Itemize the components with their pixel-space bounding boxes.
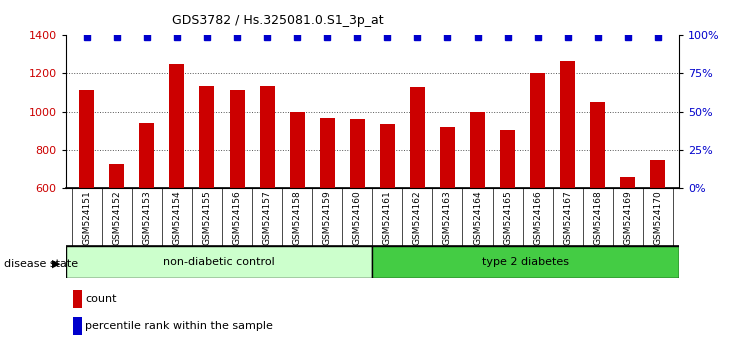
Bar [139, 123, 154, 188]
Bar [530, 73, 545, 188]
Text: GSM524163: GSM524163 [443, 190, 452, 245]
Text: GSM524168: GSM524168 [593, 190, 602, 245]
Text: GSM524155: GSM524155 [202, 190, 212, 245]
Text: percentile rank within the sample: percentile rank within the sample [85, 321, 273, 331]
Text: GSM524165: GSM524165 [503, 190, 512, 245]
Text: GSM524161: GSM524161 [383, 190, 392, 245]
Text: GSM524160: GSM524160 [353, 190, 362, 245]
Bar [169, 64, 185, 188]
Text: GDS3782 / Hs.325081.0.S1_3p_at: GDS3782 / Hs.325081.0.S1_3p_at [172, 14, 383, 27]
Bar [440, 127, 455, 188]
Bar [260, 86, 274, 188]
Bar [500, 130, 515, 188]
Bar [410, 87, 425, 188]
Text: GSM524152: GSM524152 [112, 190, 121, 245]
Bar [80, 90, 94, 188]
Bar [290, 112, 304, 188]
Bar [199, 86, 215, 188]
Text: GSM524166: GSM524166 [533, 190, 542, 245]
Text: GSM524156: GSM524156 [233, 190, 242, 245]
Bar [350, 119, 365, 188]
Text: GSM524154: GSM524154 [172, 190, 182, 245]
Bar [620, 177, 635, 188]
Text: GSM524157: GSM524157 [263, 190, 272, 245]
Text: GSM524158: GSM524158 [293, 190, 301, 245]
Text: disease state: disease state [4, 259, 78, 269]
Text: GSM524164: GSM524164 [473, 190, 482, 245]
Bar [650, 160, 665, 188]
Text: GSM524151: GSM524151 [82, 190, 91, 245]
Text: non-diabetic control: non-diabetic control [163, 257, 275, 267]
Text: GSM524162: GSM524162 [413, 190, 422, 245]
Text: count: count [85, 294, 117, 304]
Text: GSM524170: GSM524170 [653, 190, 662, 245]
Bar [591, 102, 605, 188]
Text: GSM524167: GSM524167 [563, 190, 572, 245]
Text: GSM524153: GSM524153 [142, 190, 151, 245]
Bar [110, 164, 124, 188]
Bar [66, 246, 372, 278]
Bar [320, 118, 335, 188]
Bar [372, 246, 679, 278]
Text: GSM524169: GSM524169 [623, 190, 632, 245]
Bar [560, 61, 575, 188]
Text: ▶: ▶ [52, 259, 61, 269]
Bar [470, 112, 485, 188]
Bar [229, 90, 245, 188]
Text: GSM524159: GSM524159 [323, 190, 331, 245]
Text: type 2 diabetes: type 2 diabetes [482, 257, 569, 267]
Bar [380, 124, 395, 188]
